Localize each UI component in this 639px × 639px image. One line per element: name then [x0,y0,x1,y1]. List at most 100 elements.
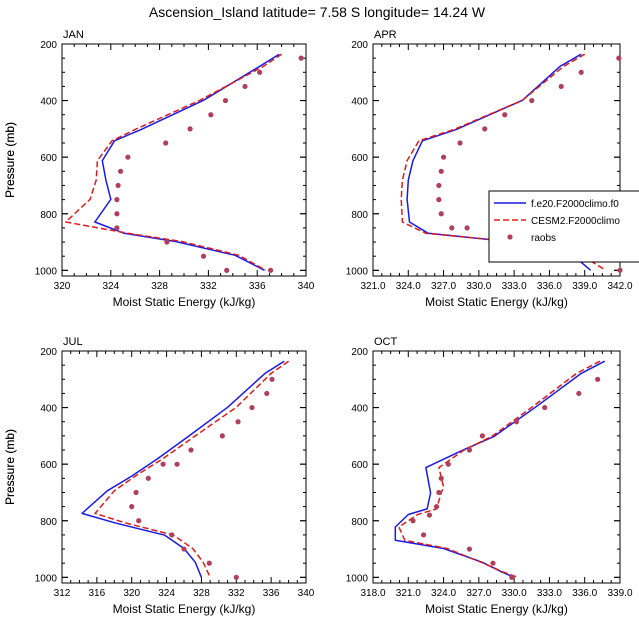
raobs-point [445,461,451,467]
x-tick-label: 321.0 [360,281,385,292]
raobs-point [509,574,515,580]
x-tick-label: 333.0 [537,588,562,599]
y-tick-label: 800 [351,210,368,221]
raobs-point [298,55,304,61]
raobs-point [114,225,120,231]
panels-group: JAN 320 324 328 332 336 340 200 400 600 800 1000 Moi… [3,29,633,616]
plot-frame [372,350,621,584]
y-tick-label: 200 [351,40,368,51]
x-tick-label: 328 [151,281,168,292]
x-tick-label: 324.0 [431,588,456,599]
raobs-point [114,197,120,203]
legend: f.e20.F2000climo.f0 CESM2.F2000climo raobs [488,190,639,263]
x-tick-label: 336 [263,588,280,599]
panel-title: JUL [63,336,83,348]
raobs-point [264,390,270,397]
raobs-point [200,253,207,259]
y-tick-label: 1000 [35,266,58,277]
raobs-point [410,518,416,524]
raobs-point [164,239,170,245]
raobs-point [513,419,520,425]
y-axis-label: Pressure (mb) [3,429,17,505]
x-tick-label: 324 [158,588,175,599]
raobs-point [129,504,135,510]
figure-title: Ascension_Island latitude= 7.58 S longit… [149,4,486,20]
panel-title: APR [374,29,397,41]
raobs-point [133,489,139,496]
y-tick-label: 1000 [346,573,369,584]
raobs-point [169,532,175,538]
raobs-point [616,55,622,61]
y-tick-label: 600 [40,153,57,164]
legend-marker-raobs [507,234,513,240]
x-tick-label: 321.0 [396,588,421,599]
raobs-point [529,97,535,104]
y-tick-label: 200 [351,347,368,358]
legend-label: raobs [531,233,556,244]
x-tick-label: 330.0 [502,588,527,599]
raobs-point [242,83,248,90]
raobs-point [542,404,548,411]
raobs-point [464,225,470,231]
raobs-point [219,433,225,439]
y-tick-label: 800 [40,210,57,221]
y-tick-label: 400 [40,404,57,415]
x-tick-label: 324 [102,281,119,292]
raobs-point [436,197,442,203]
legend-label: f.e20.F2000climo.f0 [531,199,619,210]
y-axis-label: Pressure (mb) [3,122,17,198]
x-tick-label: 332 [200,281,217,292]
raobs-point [125,154,131,160]
raobs-point [490,560,496,566]
raobs-point [617,267,623,273]
y-tick-label: 400 [351,404,368,415]
raobs-point [136,518,142,524]
raobs-point [114,211,120,217]
panel-title: OCT [374,336,398,348]
raobs-point [438,475,444,481]
raobs-point [576,390,582,397]
x-tick-label: 316 [89,588,106,599]
raobs-point [181,546,187,552]
raobs-point [208,112,214,118]
raobs-point [233,574,239,580]
raobs-point [249,404,255,411]
x-tick-label: 318.0 [360,588,385,599]
x-tick-label: 336 [249,281,266,292]
x-tick-label: 340 [298,588,315,599]
plot-frame [61,43,307,277]
y-tick-label: 1000 [35,573,58,584]
raobs-point [479,433,485,439]
x-tick-label: 330.0 [466,281,491,292]
cesm2-line [64,53,283,271]
x-tick-label: 333.0 [502,281,527,292]
y-tick-label: 600 [351,460,368,471]
panel-apr: APR 321.0 324.0 327.0 330.0 333.0 336.0 339.0 34… [3,29,633,309]
y-axis-label: Pressure (mb) [3,429,17,505]
raobs-point [115,182,121,189]
raobs-point [466,447,473,453]
raobs-point [426,512,433,518]
y-tick-label: 800 [40,517,57,528]
y-tick-label: 800 [351,517,368,528]
raobs-point [466,546,473,552]
y-tick-label: 400 [351,97,368,108]
panel-oct: OCT 318.0 321.0 324.0 327.0 330.0 333.0 336.0 33… [3,336,633,616]
y-tick-label: 600 [351,153,368,164]
raobs-point [145,475,151,481]
raobs-point [457,140,463,146]
x-tick-label: 340 [298,281,315,292]
raobs-point [449,225,455,231]
y-tick-label: 400 [40,97,57,108]
raobs-point [420,532,427,538]
x-tick-label: 312 [54,588,71,599]
x-axis-label: Moist Static Energy (kJ/kg) [425,295,568,309]
raobs-point [269,376,275,382]
cesm2-line [400,53,607,271]
raobs-point [174,461,180,467]
f-e20-line [94,53,280,271]
raobs-point [206,560,212,566]
raobs-point [160,461,166,467]
raobs-point [438,168,444,174]
